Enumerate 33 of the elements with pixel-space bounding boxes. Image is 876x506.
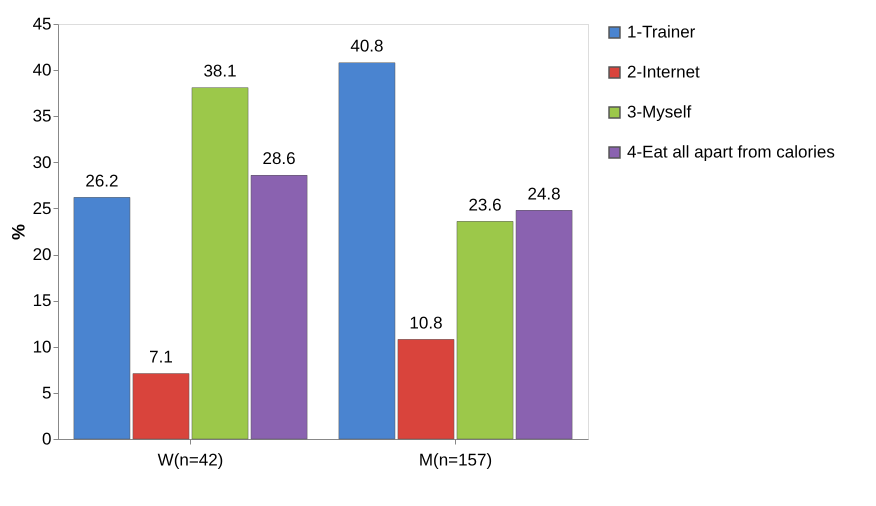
legend-label: 3-Myself: [627, 102, 692, 122]
y-tick-label: 15: [32, 291, 52, 310]
data-label: 40.8: [350, 36, 384, 56]
legend-label: 1-Trainer: [627, 22, 696, 42]
legend-label: 4-Eat all apart from calories: [627, 142, 835, 162]
bar: [338, 62, 396, 440]
data-label: 24.8: [528, 184, 561, 204]
bar: [74, 197, 130, 440]
x-tick-label: M(n=157): [418, 450, 492, 470]
data-label: 38.1: [203, 62, 237, 81]
y-tick-label: 25: [32, 198, 52, 218]
y-tick-label: 30: [32, 152, 52, 172]
bar: [132, 373, 190, 440]
data-label: 10.8: [409, 313, 443, 332]
y-tick-label: 0: [42, 430, 52, 448]
legend-label: 2-Internet: [627, 62, 700, 82]
x-tick-label: W(n=42): [158, 450, 224, 470]
y-tick-label: 10: [32, 337, 52, 356]
data-label: 26.2: [85, 171, 118, 190]
y-tick-label: 35: [32, 106, 52, 126]
data-label: 23.6: [468, 195, 502, 214]
y-axis-title: %: [8, 224, 29, 240]
data-label: 28.6: [262, 149, 296, 168]
data-label: 7.1: [149, 348, 173, 367]
y-tick-label: 20: [32, 245, 52, 264]
y-tick-label: 45: [32, 14, 52, 34]
bar: [398, 339, 454, 440]
y-tick-label: 40: [32, 60, 52, 80]
bar: [516, 210, 572, 440]
bar: [192, 87, 248, 440]
bar: [456, 221, 514, 440]
bar: [250, 174, 308, 440]
y-tick-label: 5: [42, 383, 52, 402]
